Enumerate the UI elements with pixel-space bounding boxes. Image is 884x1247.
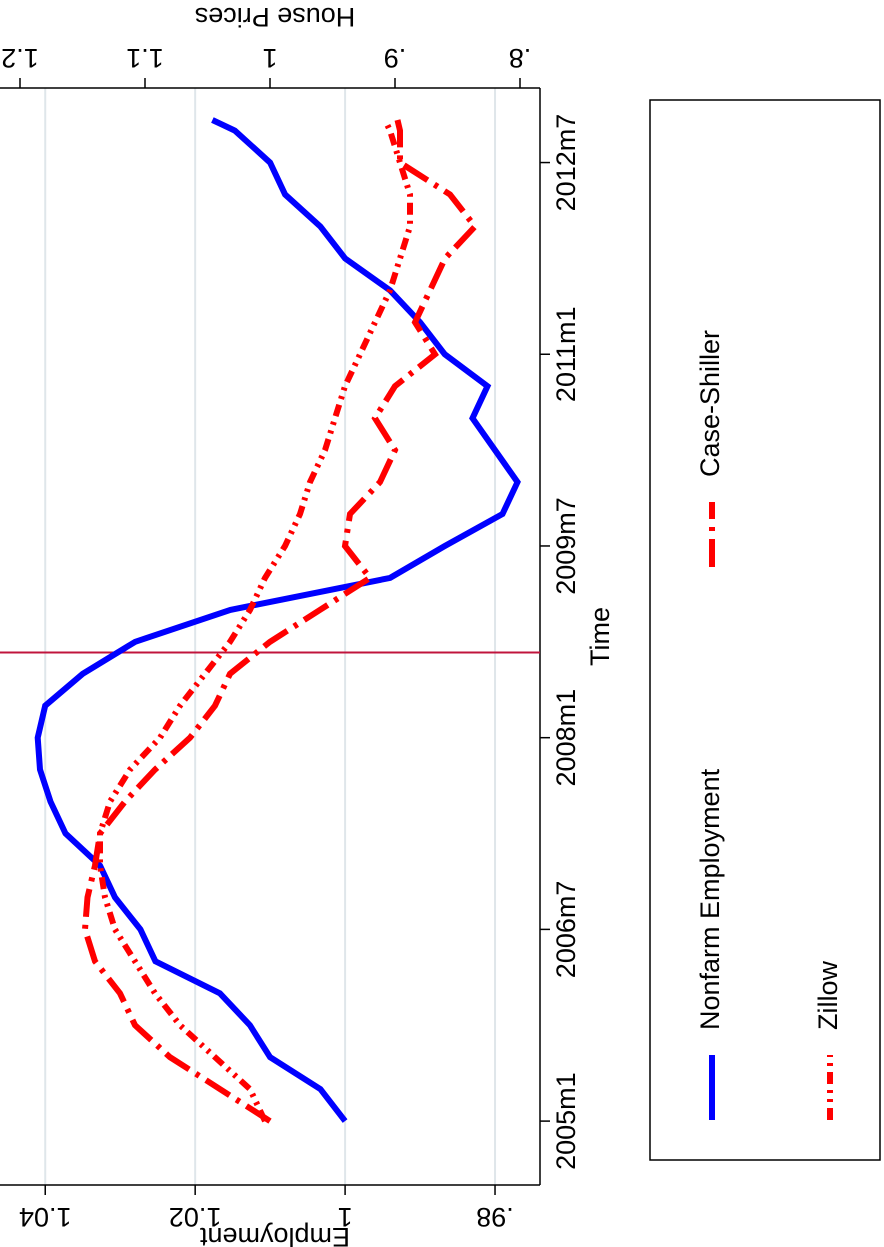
x-tick-label: 2009m7 <box>551 497 581 595</box>
x-tick-label: 2005m1 <box>551 1072 581 1170</box>
series-line <box>97 118 413 1123</box>
series-line <box>34 117 521 1123</box>
legend-label: Zillow <box>813 960 843 1030</box>
y2-tick-label: 1.2 <box>1 43 39 73</box>
x-tick-label: 2006m7 <box>551 881 581 979</box>
y-tick-label: 1 <box>338 1202 353 1232</box>
x-tick-label: 2012m7 <box>551 114 581 212</box>
y-tick-label: 1.04 <box>19 1202 72 1232</box>
y-tick-label: .98 <box>476 1202 514 1232</box>
y2-tick-label: 1 <box>262 43 277 73</box>
legend-label: Nonfarm Employment <box>695 768 725 1030</box>
y-axis-title: Employment <box>199 1222 350 1247</box>
y2-tick-label: 1.1 <box>126 43 164 73</box>
x-tick-label: 2011m1 <box>551 306 581 402</box>
x-axis-title: Time <box>585 607 615 666</box>
x-tick-label: 2008m1 <box>551 689 581 787</box>
y-tick-label: 1.02 <box>169 1202 222 1232</box>
y2-tick-label: .9 <box>384 43 407 73</box>
legend-box <box>649 99 881 1161</box>
y2-axis-title: House Prices <box>195 2 356 32</box>
legend-label: Case-Shiller <box>695 330 725 477</box>
y2-tick-label: .8 <box>509 43 532 73</box>
series-line <box>81 119 479 1124</box>
